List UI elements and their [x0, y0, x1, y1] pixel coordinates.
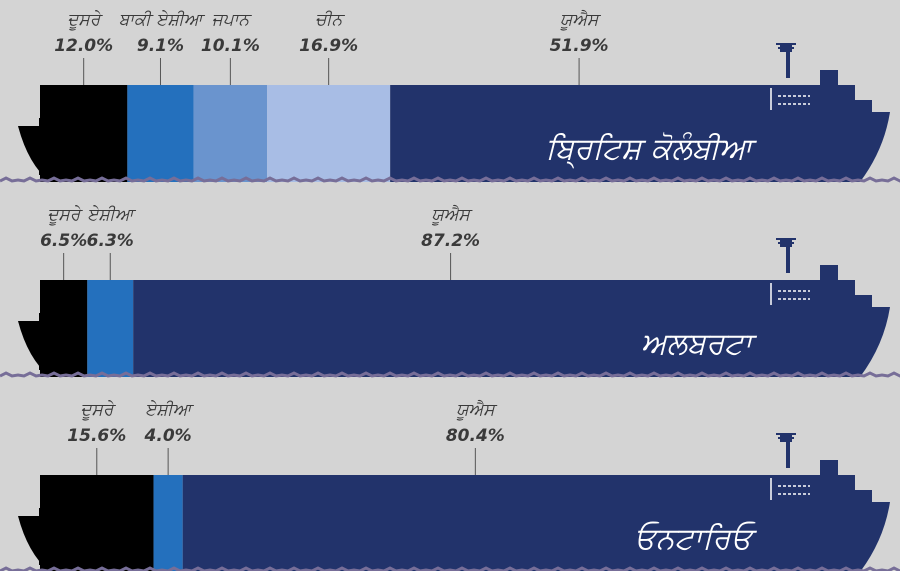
ship-stern — [766, 239, 890, 377]
series-name: ਦੂਸਰੇ — [80, 400, 117, 421]
series-name: ਬਾਕੀ ਏਸ਼ੀਆ — [119, 10, 206, 30]
value-label: 6.5% — [40, 231, 87, 251]
mast-top — [776, 433, 796, 439]
value-label: 9.1% — [137, 36, 184, 56]
bar-segment — [127, 85, 194, 182]
series-name: ਏਸ਼ੀਆ — [145, 400, 195, 420]
stern-windows — [778, 290, 810, 300]
bar-segment — [40, 85, 128, 182]
mast-top — [776, 238, 796, 244]
stern-windows — [778, 95, 810, 105]
water — [0, 176, 900, 183]
mast-top — [776, 43, 796, 49]
ship-panel: ਦੂਸਰੇ 15.6% ਏਸ਼ੀਆ 4.0% ਯੂਐਸ 80.4% ਓਨਟਾਰਿਓ — [0, 399, 900, 571]
value-label: 51.9% — [550, 36, 609, 56]
series-name: ਯੂਐਸ — [560, 9, 602, 31]
bar-segment — [40, 475, 154, 571]
value-label: 87.2% — [421, 231, 480, 251]
series-name: ਜਪਾਨ — [212, 10, 253, 30]
ship-stern — [766, 434, 890, 571]
water — [0, 371, 900, 378]
value-label: 10.1% — [201, 36, 260, 56]
ship-stern — [766, 44, 890, 182]
bar-segment — [153, 475, 183, 571]
stern-windows — [778, 485, 810, 495]
series-name: ਚੀਨ — [315, 10, 346, 30]
value-label: 4.0% — [144, 426, 192, 446]
value-label: 12.0% — [54, 36, 113, 56]
value-label: 15.6% — [67, 426, 126, 446]
bar-segment — [87, 280, 134, 377]
series-name: ਯੂਐਸ — [431, 204, 473, 226]
bar-segment — [267, 85, 391, 182]
series-name: ਦੂਸਰੇ — [67, 10, 104, 31]
panel-title: ਓਨਟਾਰਿਓ — [634, 522, 757, 557]
bar-segment — [40, 280, 88, 377]
ship-panel: ਦੂਸਰੇ 12.0% ਬਾਕੀ ਏਸ਼ੀਆ 9.1% ਜਪਾਨ 10.1% ਚੀਨ 16.9… — [0, 9, 900, 183]
ship-panel: ਦੂਸਰੇ 6.5%ਏਸ਼ੀਆ 6.3% ਯੂਐਸ 87.2% ਅਲਬਰਟਾ — [0, 204, 900, 378]
panel-title: ਅਲਬਰਟਾ — [641, 327, 758, 362]
bar-segment — [390, 85, 768, 182]
panel-title: ਬ੍ਰਿਟਿਸ਼ ਕੋਲੰਬੀਆ — [545, 132, 757, 169]
bar-segment — [193, 85, 268, 182]
value-label: 16.9% — [299, 36, 358, 56]
value-label: 80.4% — [446, 426, 505, 446]
bar-segment — [133, 280, 768, 377]
value-label: 6.3% — [87, 231, 134, 251]
series-name: ਦੂਸਰੇ — [47, 205, 84, 226]
series-name: ਏਸ਼ੀਆ — [87, 205, 137, 225]
series-name: ਯੂਐਸ — [456, 399, 498, 421]
water — [0, 566, 900, 571]
bar-segment — [182, 475, 769, 571]
